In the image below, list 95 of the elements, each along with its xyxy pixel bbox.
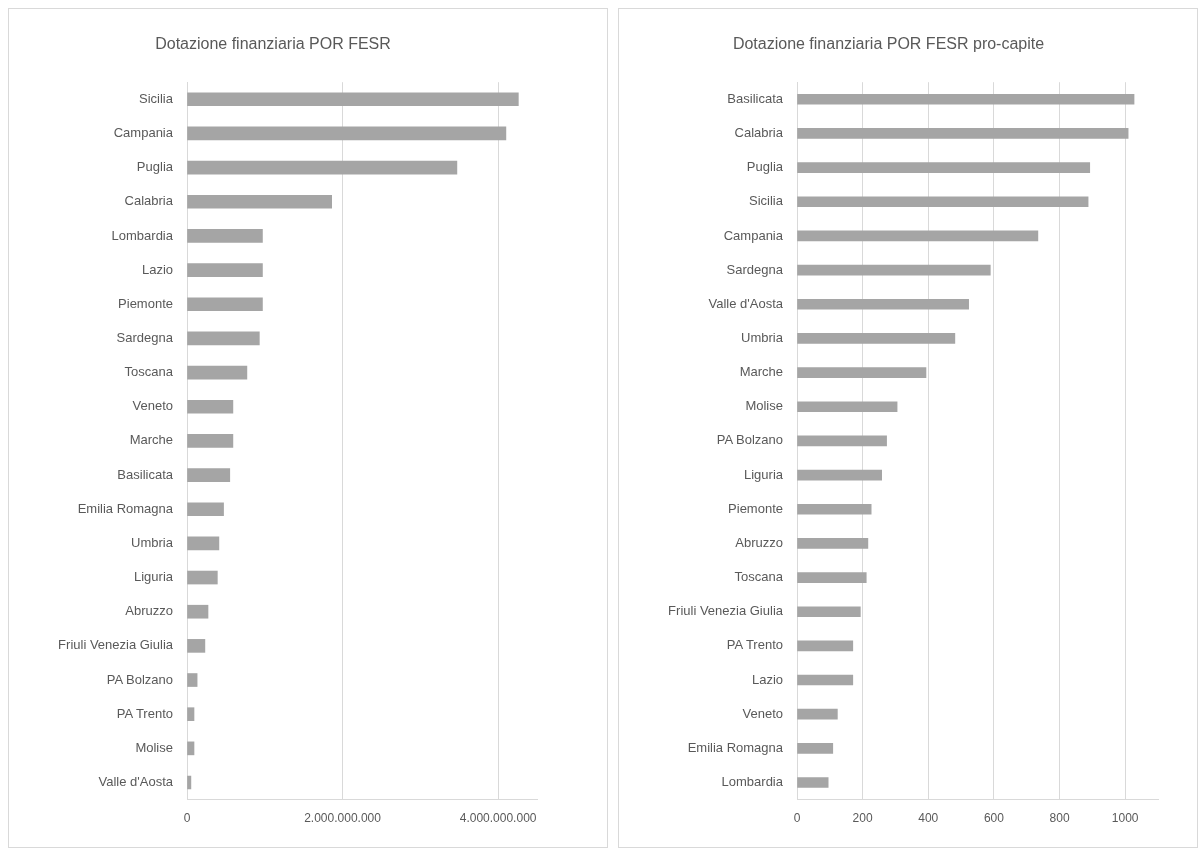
y-tick-label: PA Bolzano [106,671,173,687]
y-tick-label: Umbria [741,329,784,345]
y-tick-label: PA Trento [116,705,173,721]
bar [797,640,854,652]
y-tick-label: Valle d'Aosta [708,295,784,311]
y-tick-label: Piemonte [118,295,173,311]
y-tick-label: Abruzzo [735,534,783,550]
y-tick-label: Campania [113,125,174,141]
bar [797,606,861,618]
y-tick-label: PA Trento [726,637,783,653]
y-tick-label: Molise [135,739,173,755]
x-tick-label: 0 [183,811,191,826]
y-tick-label: Emilia Romagna [687,739,784,755]
x-tick-label: 0 [793,811,801,826]
bar [187,160,458,175]
y-tick-label: Lombardia [721,774,784,790]
bar [187,639,206,653]
y-tick-label: Molise [745,398,783,414]
x-tick-label: 1000 [1111,811,1139,826]
bar [187,229,263,243]
y-tick-label: Piemonte [728,500,783,516]
bar [187,468,231,482]
y-tick-label: Umbria [131,534,174,550]
bar [797,708,838,720]
y-tick-label: Basilicata [117,466,174,482]
x-tick-label: 4.000.000.000 [459,811,537,826]
y-tick-label: Lazio [751,671,783,687]
bar [187,502,224,517]
bar [797,401,898,413]
bar [797,196,1089,208]
bar [797,298,969,310]
bar [797,230,1039,242]
bar [187,536,220,551]
x-tick-label: 400 [918,811,939,826]
bar [187,399,234,414]
bar [187,365,248,380]
y-tick-label: Campania [723,227,784,243]
bar [187,570,218,585]
bar [187,707,195,722]
y-tick-label: Lazio [141,261,173,277]
y-tick-label: Sicilia [139,90,174,106]
y-tick-label: Liguria [743,466,784,482]
bar [187,92,519,107]
bar [187,126,507,141]
y-tick-label: Basilicata [727,90,784,106]
bar [797,743,834,754]
y-tick-label: Lombardia [111,227,174,243]
bar [797,367,927,378]
y-tick-label: Puglia [136,159,174,175]
x-tick-label: 200 [852,811,873,826]
y-tick-label: Valle d'Aosta [98,774,174,790]
bar [797,128,1129,139]
y-tick-label: Veneto [132,398,173,414]
bar [797,435,887,447]
bar [187,604,209,619]
x-tick-label: 600 [983,811,1005,826]
y-tick-label: Liguria [133,569,174,585]
y-tick-label: Veneto [742,705,783,721]
bar [187,775,192,790]
bar [797,162,1091,173]
y-tick-label: Abruzzo [125,603,173,619]
y-tick-label: PA Bolzano [716,432,783,448]
bar [187,194,332,209]
y-tick-label: Sardegna [116,329,174,345]
y-tick-label: Sicilia [749,193,784,209]
y-tick-label: Friuli Venezia Giulia [668,603,784,619]
y-tick-label: Toscana [734,569,784,585]
y-tick-label: Friuli Venezia Giulia [58,637,174,653]
bar [797,538,869,549]
bar [187,673,198,687]
y-tick-label: Toscana [124,364,174,380]
bar [797,572,867,583]
bar [797,333,956,344]
bar [187,263,263,277]
bar [187,434,234,448]
bar [797,469,882,481]
bar [187,331,260,346]
bar [797,264,991,276]
y-tick-label: Puglia [746,159,784,175]
x-tick-label: 800 [1049,811,1070,826]
bar [187,297,263,312]
bar [797,93,1135,105]
y-tick-label: Marche [129,432,173,448]
chart-title: Dotazione finanziaria POR FESR pro-capite [732,35,1045,53]
y-tick-label: Marche [739,364,783,380]
x-tick-label: 2.000.000.000 [304,811,382,826]
y-tick-label: Emilia Romagna [77,500,174,516]
bar [187,741,195,756]
bar [797,777,829,788]
y-tick-label: Sardegna [726,261,784,277]
y-tick-label: Calabria [734,125,784,141]
bar [797,503,872,515]
y-tick-label: Calabria [124,193,174,209]
bar [797,674,854,686]
chart-title: Dotazione finanziaria POR FESR [155,35,391,53]
